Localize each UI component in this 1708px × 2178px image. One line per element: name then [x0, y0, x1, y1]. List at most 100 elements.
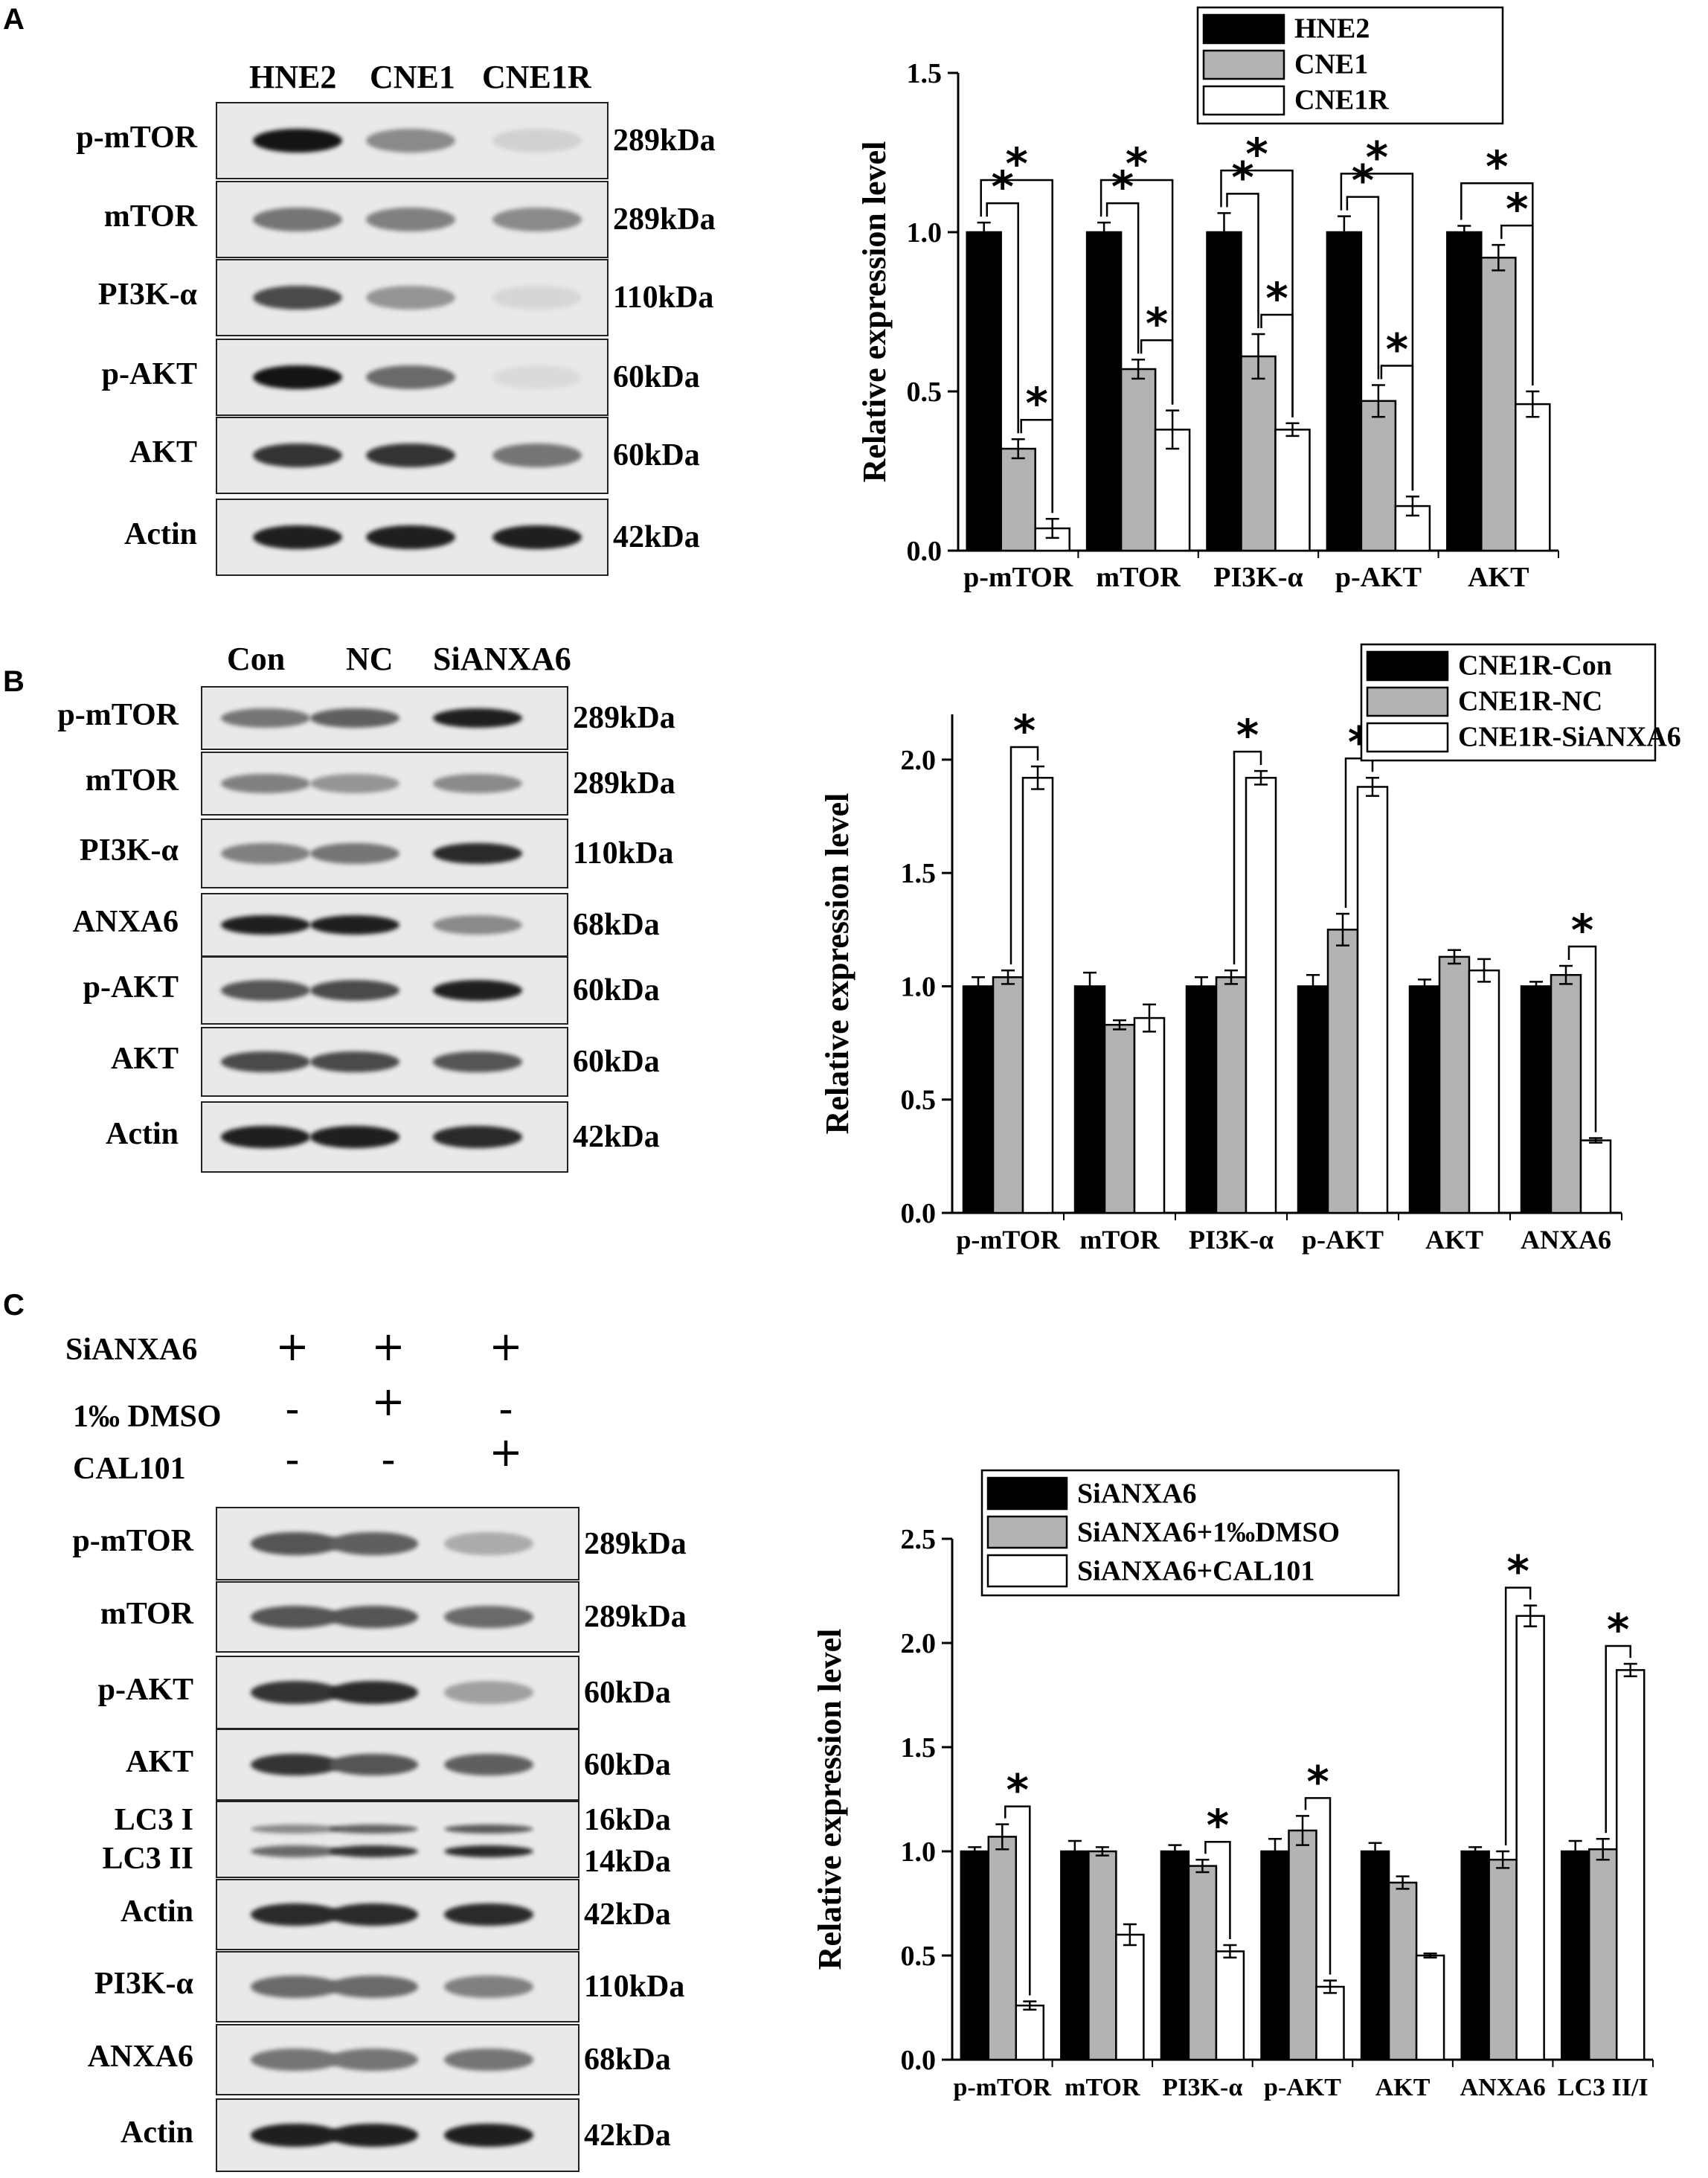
x-tick-label: p-AKT	[1302, 1225, 1384, 1255]
protein-label: LC3 II	[102, 1842, 193, 1876]
blot-band	[444, 1976, 533, 1998]
lane-label: SiANXA6	[433, 641, 571, 677]
significance-star: *	[1352, 156, 1374, 206]
blot-band	[444, 1753, 533, 1776]
bar	[1315, 1985, 1345, 2061]
blot-band	[444, 1681, 533, 1704]
significance-bracket	[1304, 1797, 1332, 1975]
significance-star: *	[1486, 141, 1508, 192]
x-tick-label: LC3 II/I	[1558, 2074, 1648, 2101]
blot-strip	[216, 417, 609, 494]
kda-label: 60kDa	[584, 1675, 671, 1710]
panel-b-chart: 0.0 0.5 1.0 1.5 2.0 Relative expression level…	[819, 643, 1681, 1255]
x-tick-label: mTOR	[1096, 562, 1181, 593]
y-axis-label: Relative expression level	[856, 141, 893, 483]
bar	[1206, 231, 1242, 552]
legend: HNE2 CNE1 CNE1R	[1196, 6, 1504, 125]
blot-strip	[216, 1581, 580, 1653]
significance-bracket	[1105, 202, 1140, 354]
blot-band	[433, 842, 522, 865]
bar	[1356, 786, 1389, 1214]
blot-strip	[216, 2098, 580, 2172]
legend-swatch	[986, 1515, 1068, 1549]
kda-label: 110kDa	[573, 836, 674, 871]
protein-label: LC3 I	[114, 1803, 193, 1837]
blot-band	[253, 443, 342, 467]
protein-label: ANXA6	[87, 2040, 193, 2074]
x-tick-label: AKT	[1375, 2074, 1431, 2101]
kda-label: 42kDa	[613, 520, 700, 554]
kda-label: 68kDa	[573, 908, 660, 942]
bar	[992, 976, 1024, 1214]
blot-band	[251, 1532, 340, 1555]
significance-bracket	[1009, 746, 1039, 965]
blot-band	[251, 1976, 340, 1998]
bar	[1326, 231, 1363, 552]
kda-label: 68kDa	[584, 2043, 671, 2077]
condition-sign: -	[498, 1386, 513, 1432]
blot-band	[251, 1753, 340, 1776]
panel-a-chart: 0.0 0.5 1.0 1.5 Relative expression level p-m…	[856, 6, 1559, 593]
protein-label: p-AKT	[83, 970, 179, 1005]
significance-bracket	[1380, 365, 1414, 491]
bar	[1103, 1023, 1136, 1214]
bar	[1115, 1933, 1145, 2061]
blot-band	[492, 443, 582, 467]
blot-band	[329, 1753, 418, 1776]
significance-bracket	[1004, 1805, 1031, 1996]
blot-strip	[216, 1879, 580, 1950]
legend-entry: CNE1R	[1294, 85, 1389, 116]
bar	[1015, 2004, 1045, 2061]
significance-star: *	[1506, 184, 1528, 234]
x-tick-label: AKT	[1468, 562, 1529, 593]
blot-band	[253, 525, 342, 549]
blot-band	[251, 1681, 340, 1704]
blot-strip	[216, 1951, 580, 2022]
protein-label: Actin	[121, 2115, 193, 2150]
significance-bracket	[1226, 193, 1259, 328]
legend-entry: CNE1	[1294, 49, 1368, 80]
blot-band	[444, 1903, 533, 1926]
legend-swatch	[1366, 686, 1449, 717]
blot-band	[221, 915, 310, 935]
significance-bracket	[1220, 169, 1294, 417]
blot-band	[251, 1825, 340, 1833]
kda-label: 60kDa	[584, 1747, 671, 1782]
blot-band	[253, 286, 342, 310]
legend-swatch	[1202, 49, 1285, 80]
condition-sign: -	[381, 1436, 396, 1483]
protein-label: p-AKT	[97, 1672, 193, 1707]
kda-label: 110kDa	[584, 1970, 685, 2004]
condition-sign: +	[371, 1378, 405, 1425]
bar	[1515, 403, 1551, 552]
panel-label-c: C	[3, 1289, 25, 1322]
condition-sign: +	[371, 1323, 405, 1370]
blot-strip	[216, 339, 609, 416]
significance-star: *	[1013, 705, 1036, 756]
x-tick-label: p-mTOR	[953, 2074, 1051, 2101]
blot-band	[366, 208, 455, 231]
y-tick-label: 0.0	[901, 1198, 937, 1229]
y-tick-label: 1.0	[901, 1836, 937, 1868]
blot-band	[366, 129, 455, 153]
blot-band	[492, 286, 582, 310]
bar	[1587, 1848, 1618, 2061]
bar	[1185, 985, 1218, 1214]
legend-swatch	[986, 1476, 1068, 1511]
blot-band	[444, 1606, 533, 1628]
blot-band	[433, 979, 522, 1002]
bar	[1326, 929, 1359, 1214]
significance-bracket	[1140, 339, 1174, 405]
x-tick-label: PI3K-α	[1189, 1225, 1274, 1255]
blot-band	[329, 1976, 418, 1998]
protein-label: p-mTOR	[76, 121, 197, 155]
blot-band	[310, 773, 399, 794]
blot-band	[492, 129, 582, 153]
blot-band	[433, 1051, 522, 1073]
legend-swatch	[1202, 13, 1285, 45]
condition-label: SiANXA6	[65, 1333, 198, 1367]
bar	[1021, 777, 1054, 1214]
significance-bracket	[1504, 1586, 1532, 1845]
blot-band	[329, 1532, 418, 1555]
blot-band	[444, 2049, 533, 2071]
